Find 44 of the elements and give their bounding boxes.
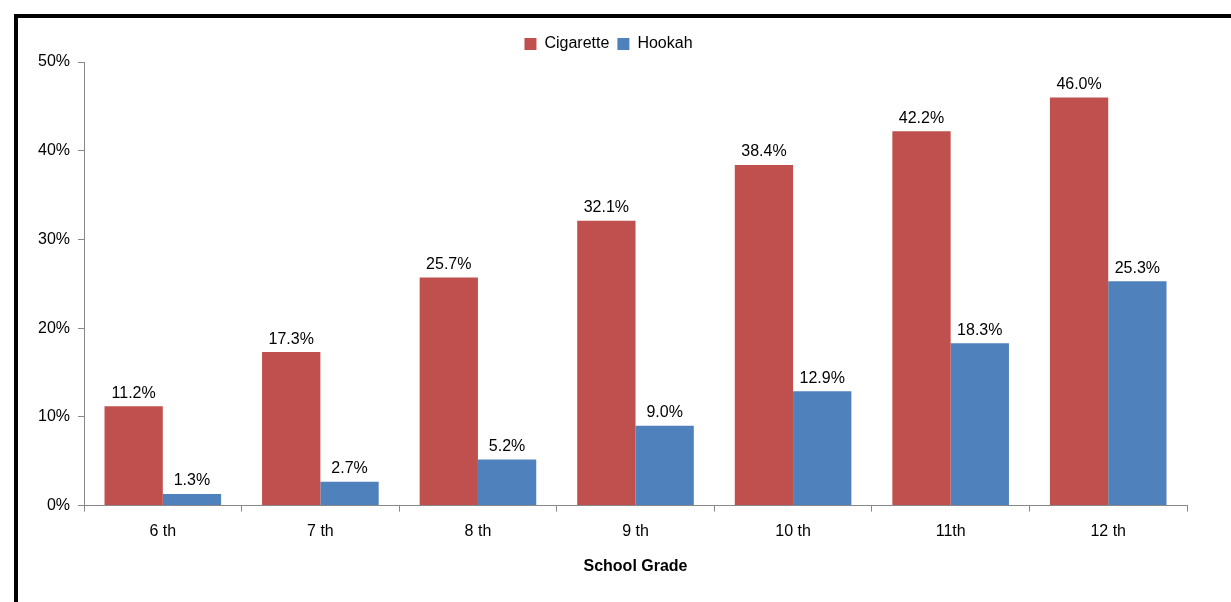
data-label: 1.3%	[173, 471, 211, 489]
bar	[892, 131, 951, 506]
data-label: 9.0%	[646, 403, 683, 421]
bar	[1108, 281, 1167, 506]
data-label: 38.4%	[741, 142, 787, 160]
bar	[262, 352, 321, 506]
y-tick-label: 40%	[37, 141, 71, 159]
bar	[162, 494, 222, 506]
x-tick-label: 7 th	[307, 521, 334, 539]
bar	[419, 277, 478, 506]
data-label: 11.2%	[111, 383, 156, 401]
data-label: 25.3%	[1114, 258, 1161, 276]
bar	[734, 164, 794, 506]
data-label: 18.3%	[957, 320, 1003, 338]
bar	[635, 425, 694, 506]
data-label: 12.9%	[799, 368, 845, 386]
legend-label: Hookah	[637, 34, 693, 52]
y-tick-label: 0%	[46, 496, 71, 514]
x-tick-label: 6 th	[149, 521, 177, 539]
bar	[320, 481, 379, 506]
data-label: 25.7%	[426, 255, 472, 272]
bar	[104, 406, 163, 506]
x-tick-label: 12 th	[1090, 521, 1127, 539]
y-tick-label: 20%	[37, 318, 71, 336]
data-label: 42.2%	[898, 108, 945, 126]
bar	[950, 343, 1009, 506]
x-axis-title: School Grade	[583, 556, 688, 574]
bar	[477, 459, 537, 506]
bar	[1049, 97, 1109, 506]
x-tick-label: 8 th	[464, 521, 492, 539]
data-label: 5.2%	[488, 436, 526, 454]
x-tick-label: 11th	[935, 521, 966, 539]
y-tick-label: 10%	[37, 407, 71, 425]
bar	[577, 220, 636, 506]
x-tick-label: 9 th	[622, 521, 649, 539]
x-tick-label: 10 th	[775, 521, 811, 539]
data-label: 32.1%	[583, 198, 630, 216]
data-label: 17.3%	[268, 329, 314, 347]
y-tick-label: 50%	[37, 52, 71, 70]
data-label: 2.7%	[331, 459, 368, 477]
bar	[793, 391, 852, 506]
data-label: 46.0%	[1056, 74, 1102, 92]
y-tick-label: 30%	[37, 229, 71, 247]
legend-label: Cigarette	[544, 34, 610, 52]
